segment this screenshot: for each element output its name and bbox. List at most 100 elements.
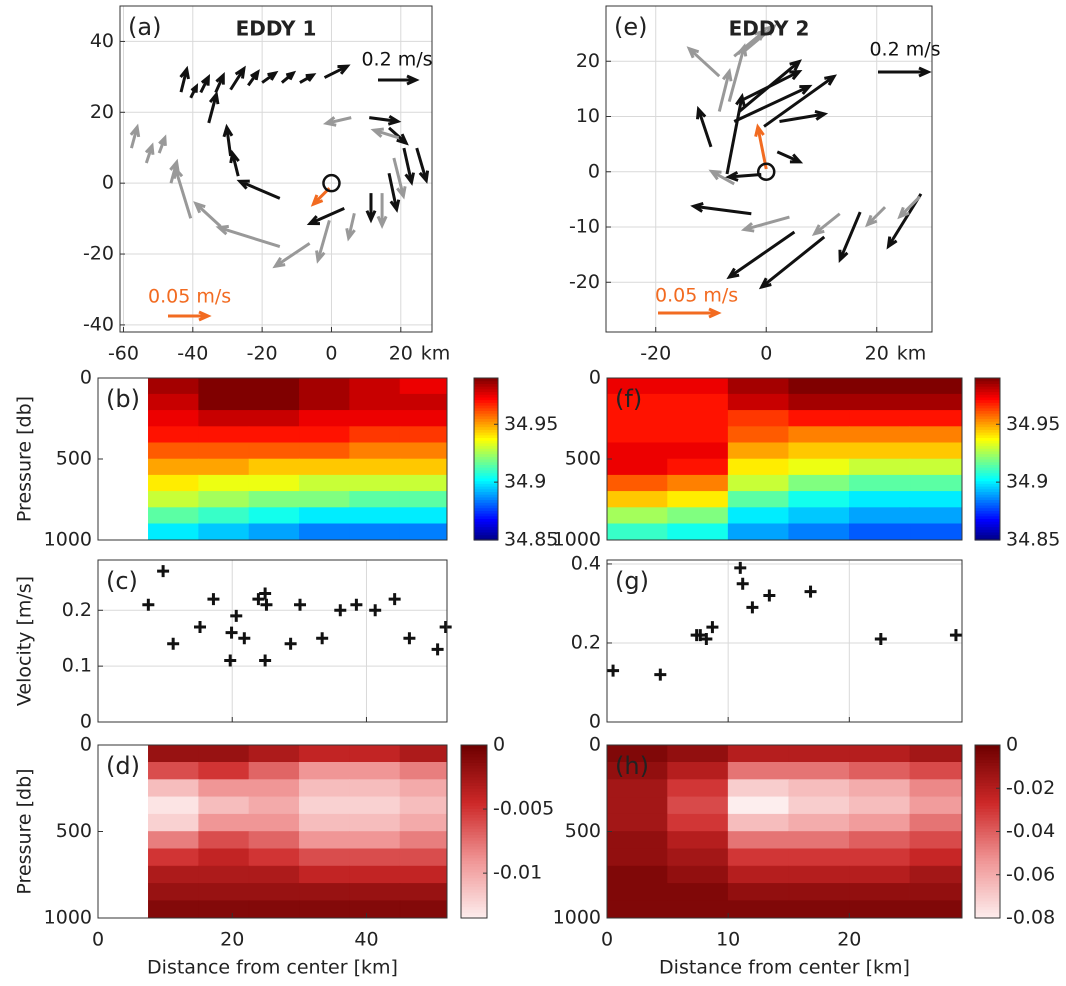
heatmap-cell — [909, 831, 963, 850]
heatmap-cell — [667, 744, 729, 763]
colorbar-strip — [975, 469, 1000, 474]
colorbar-strip — [975, 480, 1000, 484]
heatmap-cell — [299, 779, 350, 798]
heatmap-cell — [299, 507, 350, 525]
heatmap-cell — [909, 883, 963, 902]
velocity-arrow — [743, 23, 777, 53]
colorbar-strip — [474, 432, 498, 436]
colorbar-strip — [975, 488, 1000, 492]
colorbar-strip — [474, 453, 498, 457]
velocity-arrow — [392, 157, 407, 200]
plot-background — [607, 560, 962, 722]
colorbar-strip — [474, 491, 498, 495]
heatmap-cell — [727, 410, 790, 427]
reference-arrow — [878, 66, 932, 78]
marker — [804, 585, 817, 598]
heatmap-cell — [248, 474, 300, 492]
colorbar-strip — [975, 831, 1000, 835]
colorbar-strip — [975, 773, 1000, 778]
colorbar-strip — [474, 426, 498, 430]
heatmap-cell — [909, 813, 963, 832]
colorbar-strip — [474, 494, 498, 498]
colorbar-strip — [474, 537, 498, 541]
heatmap-cell — [148, 474, 199, 492]
colorbar-strip — [975, 782, 1000, 786]
colorbar-strip — [975, 394, 1000, 398]
colorbar-strip — [474, 418, 498, 422]
velocity-arrow — [222, 123, 234, 157]
velocity-arrow — [207, 90, 220, 124]
heatmap-cell — [349, 491, 401, 508]
colorbar-tick-label: 0 — [493, 734, 505, 756]
plot-frame — [119, 5, 433, 333]
heatmap-cell — [727, 377, 790, 395]
velocity-arrow — [179, 65, 190, 93]
colorbar-strip — [975, 415, 1000, 420]
heatmap-cell — [349, 393, 401, 411]
colorbar-strip — [975, 866, 1000, 870]
colorbar-strip — [461, 776, 487, 781]
velocity-arrow — [323, 64, 351, 79]
colorbar-strip — [975, 483, 1000, 487]
colorbar-strip — [474, 437, 498, 441]
heatmap-cell — [727, 848, 790, 867]
marker — [316, 632, 329, 645]
heatmap-cell — [788, 779, 850, 798]
colorbar-strip — [975, 894, 1000, 899]
marker — [350, 598, 363, 611]
heatmap-cell — [299, 410, 350, 427]
heatmap-cell — [788, 507, 850, 525]
velocity-arrow — [763, 74, 838, 128]
reference-arrow — [168, 310, 212, 322]
y-tick-label: -10 — [569, 216, 600, 238]
colorbar-strip — [461, 900, 487, 905]
heatmap-cell — [849, 865, 911, 884]
colorbar-strip — [474, 480, 498, 484]
colorbar-strip — [461, 883, 487, 887]
velocity-arrow — [758, 235, 826, 290]
marker — [259, 654, 272, 667]
heatmap-cell — [399, 779, 448, 798]
velocity-arrow — [214, 72, 225, 94]
colorbar-strip — [975, 496, 1000, 501]
colorbar-strip — [975, 426, 1000, 430]
heatmap-cell — [349, 779, 401, 798]
heatmap-cell — [399, 442, 448, 460]
colorbar-tick-label: 34.95 — [504, 413, 558, 435]
heatmap-cell — [399, 507, 448, 525]
heatmap-cell — [399, 831, 448, 850]
heatmap-cell — [248, 507, 300, 525]
heatmap-cell — [788, 523, 850, 541]
colorbar-strip — [461, 831, 487, 835]
heatmap-cell — [349, 474, 401, 492]
colorbar-strip — [975, 537, 1000, 541]
heatmap-cell — [909, 865, 963, 884]
panel-label: (c) — [106, 567, 138, 595]
x-tick-label: 0 — [601, 929, 613, 951]
colorbar-strip — [975, 808, 1000, 812]
y-tick-label: 0 — [589, 734, 601, 756]
heatmap-cell — [248, 442, 300, 460]
heatmap-cell — [148, 900, 199, 919]
heatmap-cell — [248, 410, 300, 427]
marker — [694, 629, 707, 642]
colorbar-strip — [461, 773, 487, 778]
y-tick-label: 0 — [102, 172, 114, 194]
marker — [431, 643, 444, 656]
heatmap-cell — [667, 883, 729, 902]
heatmap-cell — [248, 491, 300, 508]
heatmap-cell — [349, 813, 401, 832]
colorbar-strip — [975, 843, 1000, 847]
colorbar-strip — [461, 788, 487, 792]
heatmap-cell — [606, 883, 668, 902]
heatmap-cell — [399, 491, 448, 508]
colorbar-strip — [975, 461, 1000, 465]
marker — [736, 577, 749, 590]
heatmap-cell — [849, 458, 911, 476]
heatmap-cell — [727, 523, 790, 541]
colorbar-strip — [975, 388, 1000, 393]
colorbar-strip — [461, 854, 487, 859]
y-tick-label: 1000 — [44, 907, 92, 929]
colorbar-tick-label: -0.08 — [1006, 907, 1055, 929]
colorbar-strip — [975, 892, 1000, 896]
